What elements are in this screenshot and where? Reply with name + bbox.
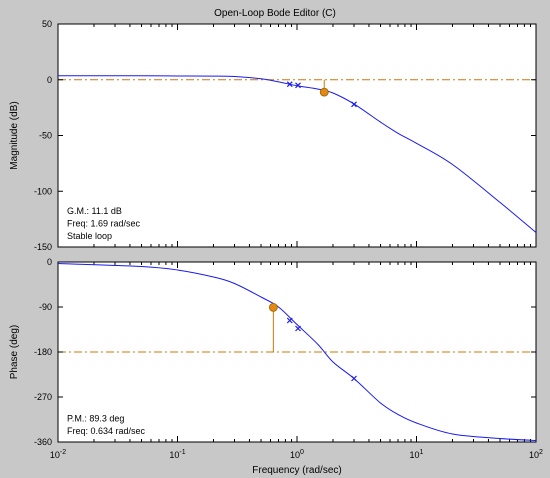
- x-axis-label: Frequency (rad/sec): [252, 465, 341, 476]
- magnitude-info-text: Freq: 1.69 rad/sec: [67, 219, 141, 229]
- magnitude-info-text: Stable loop: [67, 231, 112, 241]
- x-tick-label: 10-1: [169, 449, 185, 460]
- x-tick-label: 101: [410, 449, 424, 460]
- pole-marker: [286, 317, 293, 324]
- x-tick-label: 10-2: [50, 449, 66, 460]
- phase-ytick-label: -270: [34, 392, 52, 402]
- phase-ytick-label: -180: [34, 347, 52, 357]
- phase-ytick-label: 0: [47, 257, 52, 267]
- x-tick-label: 100: [290, 449, 304, 460]
- phase-info-text: Freq: 0.634 rad/sec: [67, 426, 146, 436]
- phase-info-text: P.M.: 89.3 deg: [67, 414, 124, 424]
- phase-axes: [57, 261, 537, 443]
- figure-title: Open-Loop Bode Editor (C): [214, 8, 336, 19]
- phase-ytick-label: -360: [34, 437, 52, 447]
- magnitude-axes: [57, 23, 537, 248]
- x-tick-label: 102: [529, 449, 543, 460]
- pole-marker: [351, 101, 357, 108]
- magnitude-info-text: G.M.: 11.1 dB: [67, 206, 122, 216]
- magnitude-curve: [58, 75, 537, 233]
- magnitude-ylabel: Magnitude (dB): [9, 101, 20, 169]
- magnitude-ytick-label: -100: [34, 186, 52, 196]
- magnitude-ytick-label: 0: [47, 75, 52, 85]
- pole-marker: [286, 81, 293, 88]
- magnitude-margin-marker: [319, 87, 329, 97]
- pole-marker: [351, 375, 357, 382]
- magnitude-ytick-label: 50: [42, 19, 52, 29]
- phase-ylabel: Phase (deg): [9, 325, 20, 379]
- phase-margin-marker: [268, 302, 278, 312]
- magnitude-ytick-label: -50: [39, 131, 52, 141]
- pole-marker: [295, 82, 301, 89]
- phase-ytick-label: -90: [39, 302, 52, 312]
- pole-marker: [295, 325, 301, 332]
- phase-curve: [57, 263, 537, 441]
- magnitude-ytick-label: -150: [34, 242, 52, 252]
